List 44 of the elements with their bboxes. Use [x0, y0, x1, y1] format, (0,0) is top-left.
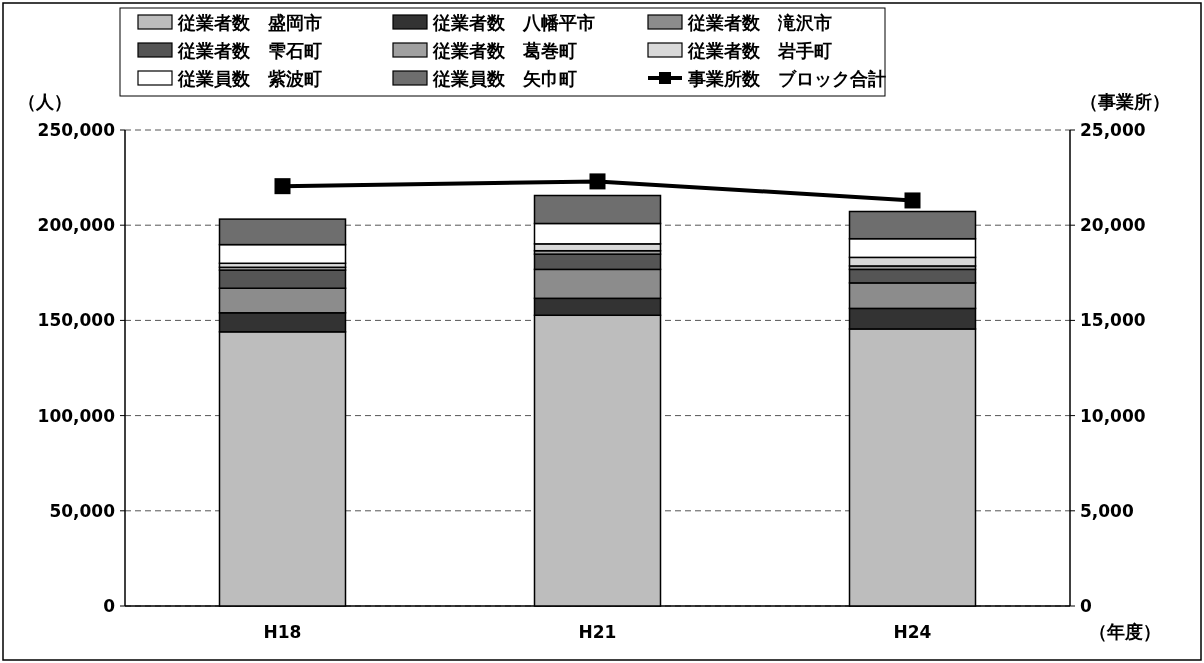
y-tick-label: 0	[103, 596, 116, 616]
bar	[218, 218, 347, 246]
y2-tick-label: 10,000	[1080, 405, 1146, 426]
legend-label: 従業者数 盛岡市	[177, 12, 322, 33]
y-axis-title: （人）	[18, 91, 72, 112]
bar	[533, 194, 662, 225]
legend-label: 従業員数 矢巾町	[432, 68, 577, 89]
y-tick-label: 250,000	[37, 120, 116, 140]
x-tick-label: H24	[893, 622, 932, 642]
bar	[218, 269, 347, 289]
bar	[848, 237, 977, 259]
bar	[848, 210, 977, 240]
legend-label: 従業者数 八幡平市	[432, 12, 595, 33]
y2-tick-label: 25,000	[1080, 120, 1146, 140]
bar	[533, 268, 662, 300]
y2-axis-title: （事業所）	[1080, 91, 1170, 112]
point	[274, 178, 291, 195]
legend-label: 従業者数 雫石町	[177, 40, 322, 61]
bar	[848, 307, 977, 330]
legend-label: 従業員数 紫波町	[177, 68, 322, 89]
y-tick-label: 150,000	[37, 310, 116, 331]
legend-label: 従業者数 滝沢市	[687, 12, 832, 33]
y-tick-label: 100,000	[37, 405, 116, 426]
point	[904, 192, 921, 209]
bar	[218, 287, 347, 314]
y2-tick-label: 15,000	[1080, 310, 1146, 331]
point	[589, 173, 606, 190]
bar	[218, 243, 347, 265]
y2-tick-label: 0	[1080, 596, 1092, 616]
y-tick-label: 200,000	[37, 215, 116, 236]
bar	[533, 222, 662, 245]
legend-label: 従業者数 岩手町	[687, 40, 832, 61]
y-tick-label: 50,000	[49, 500, 116, 521]
y2-tick-label: 20,000	[1080, 215, 1146, 236]
bar	[533, 297, 662, 317]
legend-label: 事業所数 ブロック合計	[687, 68, 886, 89]
x-axis-title: （年度）	[1089, 621, 1161, 642]
x-tick-label: H18	[263, 622, 302, 642]
y2-tick-label: 5,000	[1080, 500, 1134, 521]
bar	[848, 282, 977, 310]
bar	[218, 312, 347, 333]
x-tick-label: H21	[578, 622, 617, 642]
bar	[848, 268, 977, 284]
legend-label: 従業者数 葛巻町	[432, 40, 577, 61]
